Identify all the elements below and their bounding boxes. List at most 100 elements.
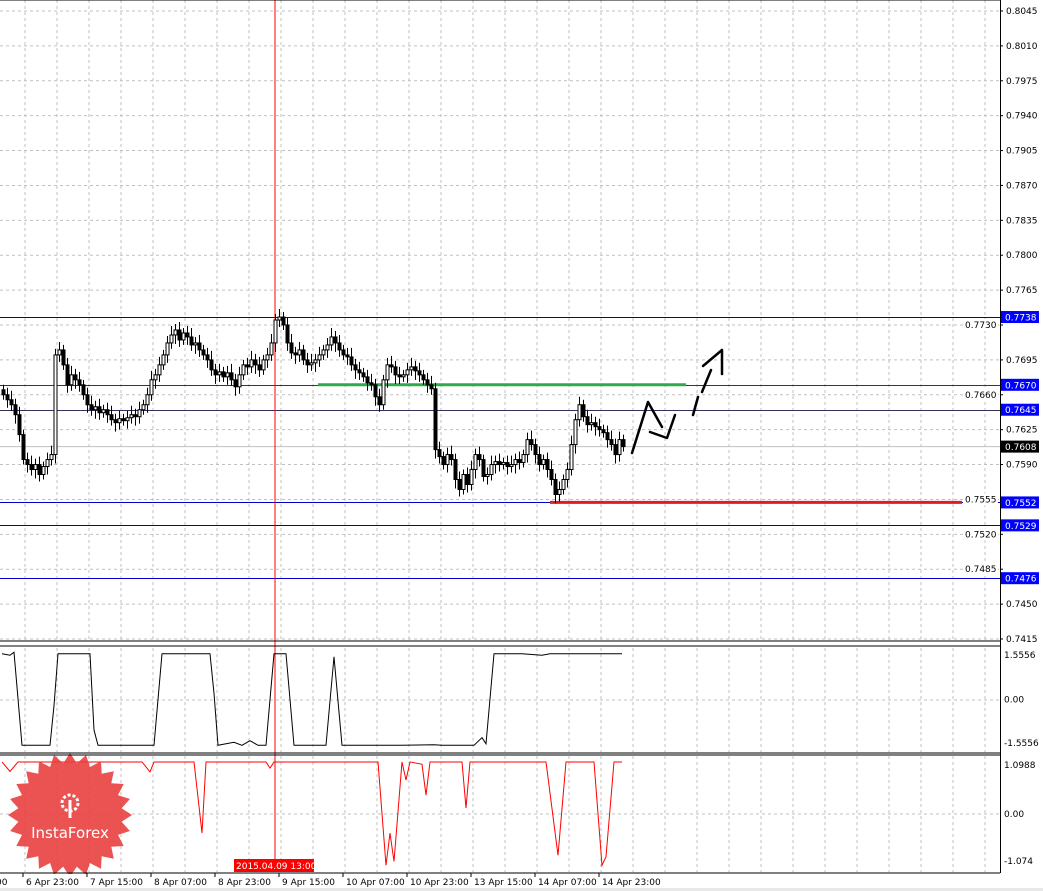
- time-tick-label: 00: [0, 878, 8, 888]
- candle-bear: [593, 422, 598, 428]
- candle-bull: [493, 461, 498, 466]
- time-tick-label: 8 Apr 07:00: [154, 878, 207, 888]
- candle-bull: [261, 359, 266, 371]
- candle-bear: [9, 399, 14, 406]
- candle-bear: [517, 459, 522, 464]
- candle-bull: [237, 374, 242, 388]
- candle-bull: [193, 342, 198, 346]
- candle-bull: [461, 474, 466, 490]
- candle-bull: [525, 439, 530, 456]
- candle-bear: [285, 324, 290, 344]
- candle-bear: [373, 384, 378, 398]
- candle-bull: [149, 379, 154, 396]
- candle-bull: [317, 354, 322, 361]
- candle-bear: [289, 342, 294, 354]
- candle-bear: [61, 349, 66, 366]
- candle-bull: [309, 362, 314, 366]
- forecast-arrow-segment: [700, 368, 713, 394]
- price-tick-label: 0.7590: [1006, 461, 1038, 471]
- candle-bear: [177, 329, 182, 341]
- candle-bull: [329, 336, 334, 346]
- candle-bull: [241, 364, 246, 376]
- candle-bull: [469, 469, 474, 485]
- candle-bear: [417, 370, 422, 376]
- candle-bear: [537, 454, 542, 466]
- candle-bear: [201, 349, 206, 356]
- price-level-label-bg: [1001, 311, 1039, 324]
- candle-bull: [165, 342, 170, 356]
- candle-bear: [253, 359, 258, 366]
- candle-bear: [17, 414, 22, 436]
- indicator1-tick-label: 1.5556: [1004, 651, 1036, 661]
- candles: [1, 309, 626, 504]
- candle-bear: [369, 382, 374, 386]
- horizontal-levels: [0, 0, 1000, 872]
- candle-bear: [5, 394, 10, 401]
- forecast-arrow-segment: [701, 348, 724, 376]
- candle-bear: [245, 364, 250, 368]
- time-tick-label: 13 Apr 15:00: [474, 878, 533, 888]
- time-tick-label: 14 Apr 07:00: [538, 878, 597, 888]
- candle-bear: [221, 371, 226, 378]
- price-tick-label-bg: [963, 319, 998, 331]
- price-tick-label: 0.7695: [1006, 356, 1038, 366]
- candle-bull: [381, 379, 386, 406]
- price-level-label: 0.7608: [1005, 443, 1037, 453]
- price-tick-label: 0.7870: [1006, 181, 1038, 191]
- price-tick-label: 0.7625: [1006, 426, 1038, 436]
- candle-bull: [129, 414, 134, 419]
- candle-bear: [581, 404, 586, 418]
- time-tick-label: 14 Apr 23:00: [602, 878, 661, 888]
- candle-bear: [377, 396, 382, 406]
- candle-bull: [49, 454, 54, 461]
- price-level-label: 0.7645: [1005, 406, 1037, 416]
- candle-bear: [533, 444, 538, 456]
- price-tick-label: 0.7555: [965, 495, 997, 505]
- candle-bear: [585, 416, 590, 426]
- candle-bear: [345, 354, 350, 358]
- candle-bear: [529, 439, 534, 446]
- candle-bear: [449, 454, 454, 461]
- candle-bear: [465, 474, 470, 485]
- candle-bear: [305, 359, 310, 366]
- candle-bear: [213, 369, 218, 376]
- candle-bull: [45, 459, 50, 468]
- candle-bull: [409, 366, 414, 371]
- candle-bull: [321, 349, 326, 356]
- candle-bull: [445, 454, 450, 466]
- candle-bear: [553, 479, 558, 495]
- candle-bear: [597, 426, 602, 431]
- candle-bull: [69, 374, 74, 386]
- candle-bull: [93, 406, 98, 411]
- time-tick-label: 10 Apr 23:00: [410, 878, 469, 888]
- candle-bear: [365, 376, 370, 384]
- forecast-arrow-segment: [630, 400, 664, 455]
- candle-bear: [189, 336, 194, 346]
- candle-bull: [569, 444, 574, 471]
- indicator-pane-2: [1, 761, 622, 868]
- forecast-arrow-segment: [691, 395, 700, 417]
- candle-bear: [613, 444, 618, 456]
- candle-bear: [121, 418, 126, 422]
- candle-bull: [385, 364, 390, 381]
- candle-bear: [113, 419, 118, 424]
- candle-bear: [257, 364, 262, 371]
- candle-bull: [225, 372, 230, 378]
- indicator2-tick-label: 1.0988: [1004, 761, 1036, 771]
- candle-bear: [397, 374, 402, 378]
- indicator2-line: [1, 761, 622, 868]
- candle-bear: [609, 439, 614, 446]
- candle-bear: [209, 359, 214, 371]
- candle-bear: [441, 456, 446, 466]
- candle-bear: [97, 406, 102, 414]
- candle-bear: [361, 372, 366, 378]
- candle-bear: [389, 364, 394, 368]
- price-tick-label: 0.7800: [1006, 251, 1038, 261]
- candle-bear: [413, 366, 418, 372]
- price-level-label-bg: [1001, 519, 1039, 532]
- candle-bull: [125, 417, 130, 422]
- candle-bull: [561, 479, 566, 490]
